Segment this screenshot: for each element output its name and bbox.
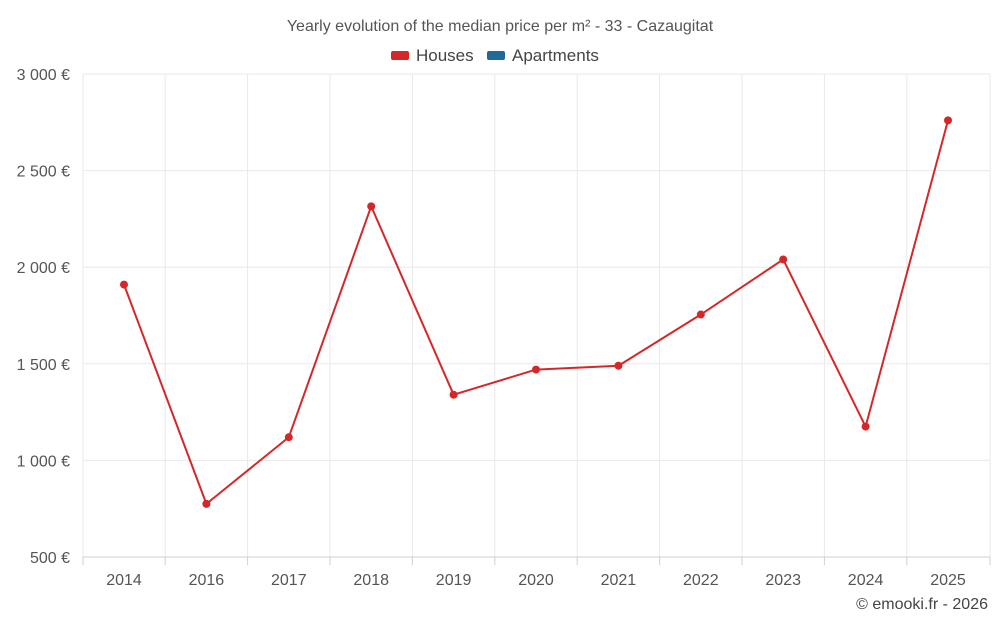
x-tick-label: 2018 — [353, 572, 389, 589]
x-tick-label: 2016 — [189, 572, 225, 589]
data-point[interactable] — [120, 280, 128, 289]
y-tick-label: 1 500 € — [17, 357, 70, 374]
y-tick-label: 1 000 € — [17, 453, 70, 470]
axes: 500 € 1 000 € 1 500 € 2 000 € 2 500 € 3 000 €… — [17, 67, 991, 589]
data-point[interactable] — [944, 116, 952, 125]
legend-swatch-apartments — [487, 51, 505, 60]
data-point[interactable] — [532, 365, 540, 374]
data-point[interactable] — [614, 361, 623, 370]
series-layer — [120, 116, 952, 508]
x-tick-label: 2019 — [436, 572, 472, 589]
legend-swatch-houses — [391, 51, 409, 60]
legend: Houses Apartments — [391, 46, 599, 65]
legend-label-houses: Houses — [416, 46, 474, 65]
x-tick-label: 2014 — [106, 572, 142, 589]
x-tick-label: 2022 — [683, 572, 719, 589]
y-tick-label: 2 500 € — [17, 164, 70, 181]
data-point[interactable] — [367, 202, 376, 211]
grid — [82, 73, 991, 557]
y-tick-label: 3 000 € — [17, 67, 70, 84]
legend-item-apartments[interactable]: Apartments — [487, 46, 599, 65]
x-tick-label: 2023 — [765, 572, 801, 589]
legend-label-apartments: Apartments — [512, 46, 599, 65]
data-point[interactable] — [696, 310, 705, 319]
data-point[interactable] — [861, 422, 870, 431]
credit-text: © emooki.fr - 2026 — [856, 596, 988, 613]
data-point[interactable] — [779, 255, 788, 264]
y-tick-label: 2 000 € — [17, 260, 70, 277]
x-tick-label: 2025 — [930, 572, 966, 589]
x-tick-label: 2024 — [848, 572, 884, 589]
x-tick-label: 2020 — [518, 572, 554, 589]
chart-title: Yearly evolution of the median price per… — [287, 18, 714, 35]
data-point[interactable] — [202, 499, 211, 508]
x-tick-label: 2017 — [271, 572, 307, 589]
data-point[interactable] — [284, 433, 293, 442]
data-point[interactable] — [449, 390, 458, 399]
legend-item-houses[interactable]: Houses — [391, 46, 474, 65]
x-tick-label: 2021 — [601, 572, 637, 589]
y-tick-label: 500 € — [30, 550, 70, 567]
